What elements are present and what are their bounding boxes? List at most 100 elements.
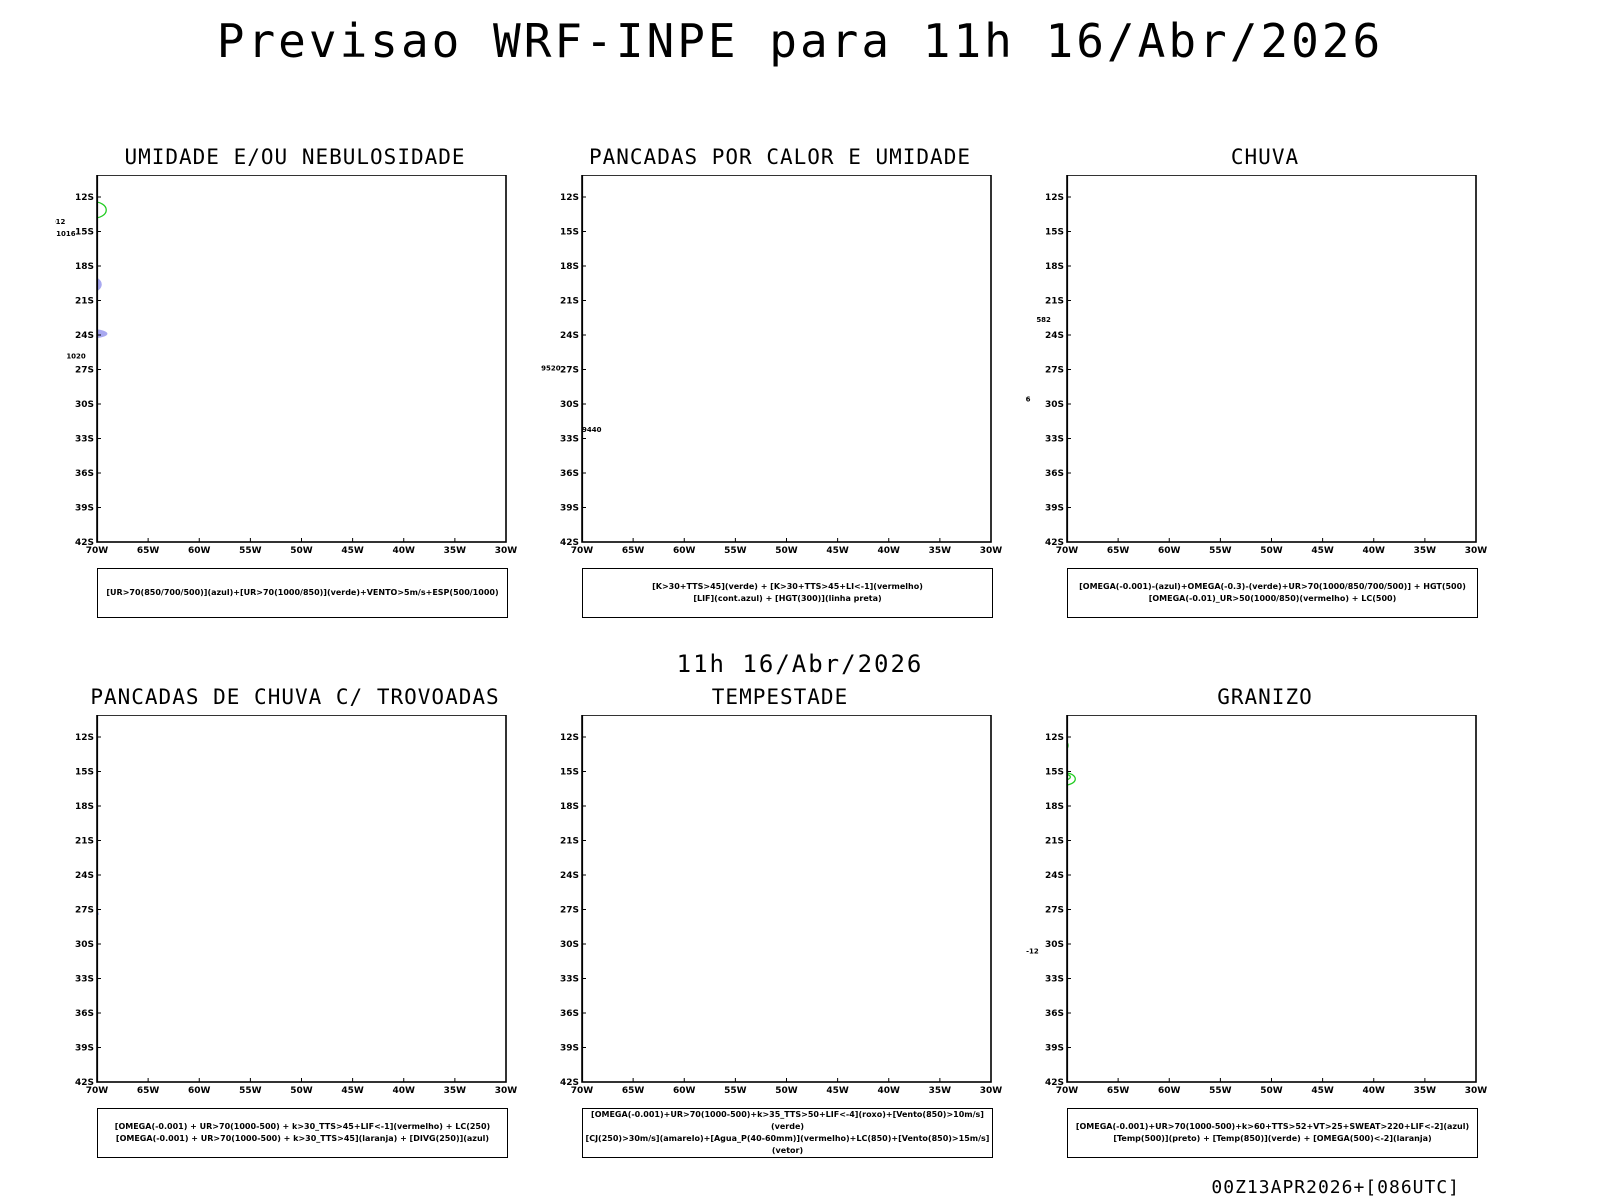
wind-vector: [541, 916, 545, 923]
panel-legend: [UR>70(850/700/500)](azul)+[UR>70(1000/8…: [97, 568, 508, 618]
panel-trovoadas: PANCADAS DE CHUVA C/ TROVOADAS 70W 65W 60W…: [55, 685, 535, 1165]
lat-tick-label: 42S: [560, 1078, 579, 1088]
lat-tick-label: 27S: [560, 906, 579, 916]
lon-tick-label: 35W: [444, 546, 467, 556]
streamline: [1067, 214, 1068, 215]
legend-line: [K>30+TTS>45](verde) + [K>30+TTS>45+LI<-…: [652, 582, 923, 591]
lat-tick-label: 27S: [75, 366, 94, 376]
plot-area: [1025, 715, 1076, 1082]
lat-tick-label: 27S: [560, 366, 579, 376]
contour-label: 1020: [66, 353, 86, 361]
lat-tick-label: 18S: [75, 262, 94, 272]
panel-title: GRANIZO: [1217, 685, 1313, 709]
humidity-upper-blob: [73, 373, 86, 389]
lon-tick-label: 35W: [929, 1086, 952, 1096]
axis-labels: 70W 65W 60W 55W 50W 45W 40W 35W 30W 12S 15S 18S 21S 2…: [1045, 733, 1487, 1096]
lon-tick-label: 30W: [1465, 1086, 1488, 1096]
wind-vector: [541, 932, 545, 939]
lat-tick-label: 18S: [1045, 802, 1064, 812]
map-plot: 579576573576579576570582 70W 65W 60W 55W 50W 4…: [1025, 175, 1487, 556]
humidity-upper-blob: [55, 363, 60, 377]
lon-tick-label: 70W: [571, 546, 594, 556]
plot-background: [97, 715, 506, 1082]
lat-tick-label: 42S: [75, 538, 94, 548]
lat-tick-label: 39S: [1045, 504, 1064, 514]
map-plot: 4040303570W65W60W55W50W45W40W35W30W12S15…: [541, 715, 1002, 1096]
streamline: [1067, 460, 1068, 462]
lat-tick-label: 24S: [560, 871, 579, 881]
legend-line: [OMEGA(-0.001) + UR>70(1000-500) + k>30_…: [115, 1134, 490, 1143]
lat-tick-label: 39S: [75, 504, 94, 514]
contour-label: 1016: [56, 230, 76, 238]
rain-red-blob: [1030, 182, 1035, 187]
wind-vector: [541, 948, 545, 955]
panel-title: PANCADAS POR CALOR E UMIDADE: [588, 145, 971, 169]
humidity-upper-blob: [55, 242, 65, 261]
lat-tick-label: 21S: [1045, 837, 1064, 847]
lat-tick-label: 24S: [1045, 331, 1064, 341]
omega-orange-blob: [1026, 972, 1030, 976]
divergence-blue-blob: [76, 892, 82, 896]
lon-tick-label: 50W: [290, 1086, 313, 1096]
humidity-upper-blob: [55, 317, 62, 333]
lon-tick-label: 65W: [622, 546, 645, 556]
panel-legend: [OMEGA(-0.001)-(azul)+OMEGA(-0.3)-(verde…: [1067, 568, 1478, 618]
map-plot: 70W 65W 60W 55W 50W 45W 40W 35W 30W 12S 15S 18S 21S 2…: [55, 715, 517, 1096]
panel-legend: [OMEGA(-0.001) + UR>70(1000-500) + k>30_…: [97, 1108, 508, 1158]
temp-contour: [1067, 773, 1071, 781]
temp-500-contours: [1025, 960, 1047, 1058]
panel-title: CHUVA: [1230, 145, 1300, 169]
lon-tick-label: 40W: [393, 1086, 416, 1096]
axis-labels: 70W 65W 60W 55W 50W 45W 40W 35W 30W 12S 15S 18S 21S 2…: [75, 193, 517, 556]
country-border: [540, 297, 562, 450]
map-plot: 1012101210121012101610201012100810041012…: [55, 175, 517, 556]
omega-orange-blob: [1039, 868, 1044, 870]
temp-contour: [1025, 715, 1036, 722]
lon-tick-label: 45W: [826, 546, 849, 556]
lon-tick-label: 40W: [393, 546, 416, 556]
heat-convection-green-blob: [544, 228, 558, 268]
streamline: [97, 791, 98, 793]
lat-tick-label: 12S: [560, 733, 579, 743]
lat-tick-label: 15S: [1045, 768, 1064, 778]
map-plot: -12-121212-1212 70W 65W 60W 55W 50W 45W 40W 35W 3…: [1025, 715, 1487, 1096]
map-plot: 960096009520952096009520944070W65W60W55W…: [540, 175, 1002, 556]
lon-tick-label: 35W: [929, 546, 952, 556]
axis-labels: 70W 65W 60W 55W 50W 45W 40W 35W 30W 12S 15S 18S 21S 2…: [75, 733, 517, 1096]
lat-tick-label: 33S: [1045, 975, 1064, 985]
lon-tick-label: 50W: [775, 1086, 798, 1096]
storm-red-blob: [55, 754, 58, 760]
axis-labels: 70W 65W 60W 55W 50W 45W 40W 35W 30W 12S 15S 18S 21S 2…: [1045, 193, 1487, 556]
rain-red-blob: [1025, 331, 1026, 337]
streamline: [97, 833, 98, 834]
contour-label: 1012: [55, 218, 65, 226]
lat-tick-label: 30S: [75, 940, 94, 950]
rain-red-blob: [1025, 370, 1029, 379]
temp-contour: [1046, 853, 1052, 869]
lifted-index-contours: [582, 223, 583, 396]
lat-tick-label: 33S: [75, 975, 94, 985]
contour-label: -12: [1026, 948, 1039, 956]
rain-blue-blob: [1034, 223, 1039, 229]
lon-tick-label: 60W: [188, 546, 211, 556]
contour-labels: -12-121212-1212: [1026, 948, 1039, 956]
lat-tick-label: 39S: [560, 504, 579, 514]
rain-red-blob: [1048, 377, 1061, 381]
run-timestamp: 00Z13APR2026+[086UTC]: [1211, 1177, 1460, 1198]
low-level-humidity-contours: [97, 201, 107, 219]
wind-vector: [541, 1027, 545, 1034]
lon-tick-label: 65W: [137, 546, 160, 556]
legend-line: [LIF](cont.azul) + [HGT(300)](linha pret…: [693, 594, 882, 603]
humidity-upper-blob: [55, 372, 61, 382]
plot-background: [582, 175, 991, 542]
lon-tick-label: 40W: [878, 1086, 901, 1096]
storm-red-blob: [61, 773, 71, 778]
streamline: [582, 875, 583, 877]
lat-tick-label: 24S: [75, 871, 94, 881]
storm-red-blob: [59, 730, 68, 733]
lon-tick-label: 35W: [1414, 546, 1437, 556]
contour-labels: 9600960095209520960095209440: [541, 365, 602, 434]
lat-tick-label: 39S: [75, 1044, 94, 1054]
panel-chuva: CHUVA 57957657357657957657058270W65W60W5…: [1025, 145, 1505, 625]
omega-orange-blob: [1055, 918, 1059, 922]
